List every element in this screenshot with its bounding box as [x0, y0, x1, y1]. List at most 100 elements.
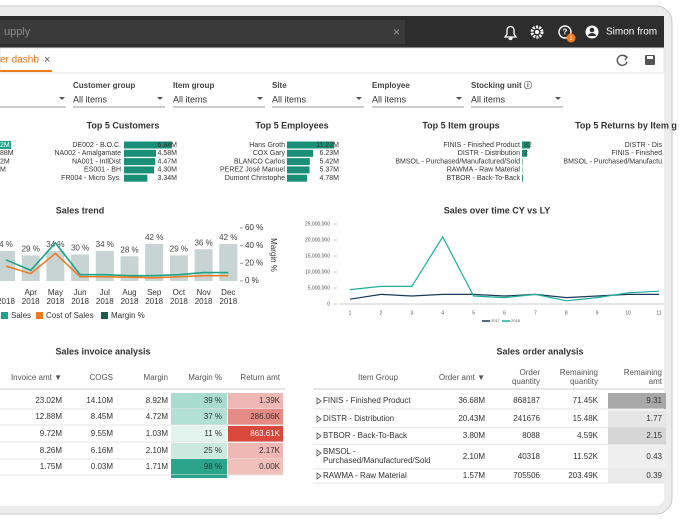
- dropdown-caret[interactable]: [555, 97, 561, 100]
- partial-value: 2M: [0, 158, 10, 165]
- cell: BMSOL - Purchased/Manufactured/Sold: [323, 447, 431, 465]
- partial-value: M: [0, 167, 6, 174]
- table-title: Sales invoice analysis: [55, 346, 150, 356]
- row-label: DISTR - Distribution: [458, 150, 520, 157]
- y-tick-label: 15,000,000: [305, 253, 330, 259]
- bar: [124, 174, 148, 182]
- cell: 1.77: [646, 414, 662, 423]
- tab-bar: [0, 47, 665, 74]
- remaining-cell: [608, 469, 666, 483]
- cell: 9.31: [646, 396, 662, 405]
- search-clear[interactable]: ×: [393, 25, 400, 39]
- bar: [287, 141, 335, 149]
- x-tick-label: 5: [472, 310, 475, 316]
- search-box[interactable]: [0, 20, 405, 44]
- cell: FINIS - Finished Product: [323, 396, 411, 405]
- dropdown-caret[interactable]: [157, 97, 163, 100]
- refresh-icon[interactable]: [616, 54, 628, 67]
- cell: 9.72M: [40, 429, 63, 438]
- row-label: BMSOL - Purchased/Manufactu: [563, 158, 662, 165]
- legend-swatch: [1, 312, 8, 319]
- bar: [522, 149, 527, 157]
- return-cell: [228, 426, 283, 442]
- chart-title: Sales trend: [56, 205, 105, 215]
- x-tick-label: 2018: [195, 297, 213, 306]
- margin-cell: [171, 426, 227, 442]
- cell: 3.80M: [463, 431, 486, 440]
- bar-label: 4 %: [0, 240, 13, 249]
- cell: 8.92M: [146, 396, 169, 405]
- column-header: Margin: [144, 373, 168, 382]
- line: [5, 252, 229, 279]
- panel-title: Top 5 Item groups: [422, 120, 499, 130]
- tab-close[interactable]: ×: [44, 54, 50, 66]
- row-label: PEREZ José Manuel: [220, 167, 285, 174]
- x-tick-label: Oct: [173, 288, 186, 297]
- cell: 37 %: [204, 412, 222, 421]
- y2-tick-label: 0 %: [245, 276, 259, 285]
- cell: 36.68M: [458, 396, 485, 405]
- bar: [145, 243, 164, 281]
- cell: 15.48K: [573, 414, 599, 423]
- bell-icon[interactable]: [503, 25, 518, 41]
- column-header: amt: [649, 377, 663, 386]
- filter-label: Stocking unit ⓘ: [471, 80, 532, 90]
- panel-title: Top 5 Employees: [255, 120, 328, 130]
- bar-value: 4.78M: [320, 175, 340, 182]
- expand-icon[interactable]: [316, 449, 322, 457]
- bar: [287, 149, 314, 157]
- cell: 286.06K: [250, 412, 280, 421]
- tab-underline: [0, 70, 52, 72]
- dropdown-caret[interactable]: [456, 97, 462, 100]
- cell-wrap: BMSOL - Purchased/Manufactured/Sold: [323, 447, 431, 465]
- cell: 868187: [513, 396, 540, 405]
- bar-value: 5.37M: [320, 167, 340, 174]
- x-tick-label: Nov: [196, 288, 210, 297]
- x-tick-label: Jul: [100, 288, 110, 297]
- save-icon[interactable]: [645, 55, 655, 65]
- bar: [95, 250, 114, 281]
- cell: 0.03M: [91, 462, 114, 471]
- settings-icon[interactable]: [530, 25, 544, 39]
- row-label: NA002 - Amalgamate: [54, 150, 121, 157]
- dropdown-caret[interactable]: [59, 97, 65, 100]
- cell: 8088: [522, 431, 540, 440]
- expand-icon[interactable]: [316, 472, 322, 480]
- filter-label: Employee: [372, 81, 410, 90]
- x-tick-label: 7: [534, 310, 537, 316]
- bar: [124, 158, 156, 166]
- cell: 0.43: [646, 452, 662, 461]
- cell: 0.00K: [259, 462, 281, 471]
- dropdown-caret[interactable]: [257, 97, 263, 100]
- cell: 1.57M: [463, 471, 486, 480]
- cell: 6.16M: [91, 446, 114, 455]
- row-label: ES001 - BH: [84, 167, 121, 174]
- line: [349, 235, 660, 302]
- bar-label: 34 %: [96, 240, 114, 249]
- avatar-icon[interactable]: [585, 25, 599, 39]
- column-header: Remaining: [624, 368, 662, 377]
- x-tick-label: 2018: [22, 297, 40, 306]
- cell: 11 %: [204, 429, 222, 438]
- y-tick-label: 20,000,000: [305, 237, 330, 243]
- cell: 1.39K: [259, 396, 281, 405]
- bar: [287, 166, 310, 174]
- margin-cell: [171, 443, 227, 459]
- app-window: [0, 16, 664, 506]
- x-tick-label: 2018: [121, 297, 139, 306]
- x-tick-label: 3: [410, 310, 413, 316]
- x-tick-label: 2018: [170, 297, 188, 306]
- cell: 1.75M: [40, 462, 63, 471]
- x-tick-label: 1: [349, 310, 352, 316]
- x-tick-label: 2018: [96, 297, 114, 306]
- table-title: Sales order analysis: [496, 346, 583, 356]
- column-header: Margin %: [188, 373, 222, 382]
- expand-icon[interactable]: [316, 415, 322, 423]
- return-cell: [228, 409, 283, 425]
- expand-icon[interactable]: [316, 432, 322, 440]
- help-icon[interactable]: ?: [558, 25, 572, 39]
- chart-title: Sales over time CY vs LY: [444, 205, 551, 215]
- dropdown-caret[interactable]: [356, 97, 362, 100]
- expand-icon[interactable]: [316, 397, 322, 405]
- column-header: Remaining: [560, 368, 598, 377]
